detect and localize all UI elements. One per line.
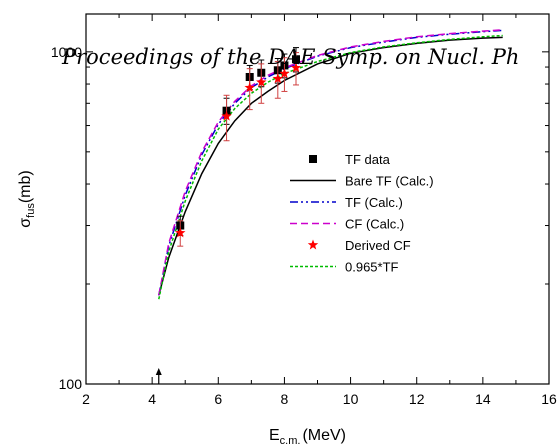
data-point-derived-cf xyxy=(279,68,290,79)
y-axis-title-group: σfus(mb) xyxy=(17,170,37,227)
legend-swatch-tf-data xyxy=(309,155,317,163)
y-tick-label: 1000 xyxy=(51,44,82,60)
x-tick-label: 2 xyxy=(82,391,90,407)
data-point-derived-cf xyxy=(272,73,284,84)
x-axis-unit: (MeV) xyxy=(302,427,346,444)
y-axis-title: σfus(mb) xyxy=(17,170,37,227)
x-tick-label: 12 xyxy=(409,391,425,407)
series-line-0-965-tf xyxy=(158,34,503,300)
data-point-derived-cf xyxy=(221,110,232,121)
y-axis-symbol: σ xyxy=(17,218,34,228)
data-point-derived-cf xyxy=(256,76,267,87)
axis-ticks xyxy=(85,14,550,385)
legend-label-0-965-tf: 0.965*TF xyxy=(345,260,399,275)
legend: TF data Bare TF (Calc.) TF (Calc.) CF (Calc… xyxy=(290,152,434,275)
x-tick-label: 8 xyxy=(281,391,289,407)
x-axis-title: Ec.m. (MeV) xyxy=(269,427,346,445)
series-line-cf-calc xyxy=(158,29,503,296)
x-tick-label: 10 xyxy=(343,391,359,407)
barrier-arrow-head xyxy=(155,368,162,375)
legend-label-bare-tf-calc: Bare TF (Calc.) xyxy=(345,174,434,189)
legend-swatch-derived-cf xyxy=(307,239,319,250)
data-point-derived-cf xyxy=(175,227,186,238)
y-axis-subscript: fus xyxy=(25,203,37,218)
x-axis-symbol: E xyxy=(269,427,280,444)
legend-label-derived-cf: Derived CF xyxy=(345,238,411,253)
barrier-arrow xyxy=(155,368,162,384)
data-point-derived-cf xyxy=(244,82,255,93)
axis-tick-labels: 2 4 6 8 10 12 14 16 100 1000 xyxy=(51,44,557,407)
y-tick-label: 100 xyxy=(59,376,83,392)
proceedings-header-text: Proceedings of the DAE Symp. on Nucl. Ph xyxy=(61,45,519,69)
x-axis-subscript: c.m. xyxy=(280,435,301,445)
y-axis-unit: (mb) xyxy=(17,170,34,203)
data-point-derived-cf xyxy=(290,62,302,73)
x-tick-label: 16 xyxy=(541,391,557,407)
legend-label-cf-calc: CF (Calc.) xyxy=(345,217,404,232)
x-tick-label: 6 xyxy=(214,391,222,407)
x-tick-label: 4 xyxy=(148,391,156,407)
x-tick-label: 14 xyxy=(475,391,491,407)
data-series xyxy=(158,29,503,300)
legend-label-tf-calc: TF (Calc.) xyxy=(345,195,403,210)
legend-label-tf-data: TF data xyxy=(345,152,391,167)
